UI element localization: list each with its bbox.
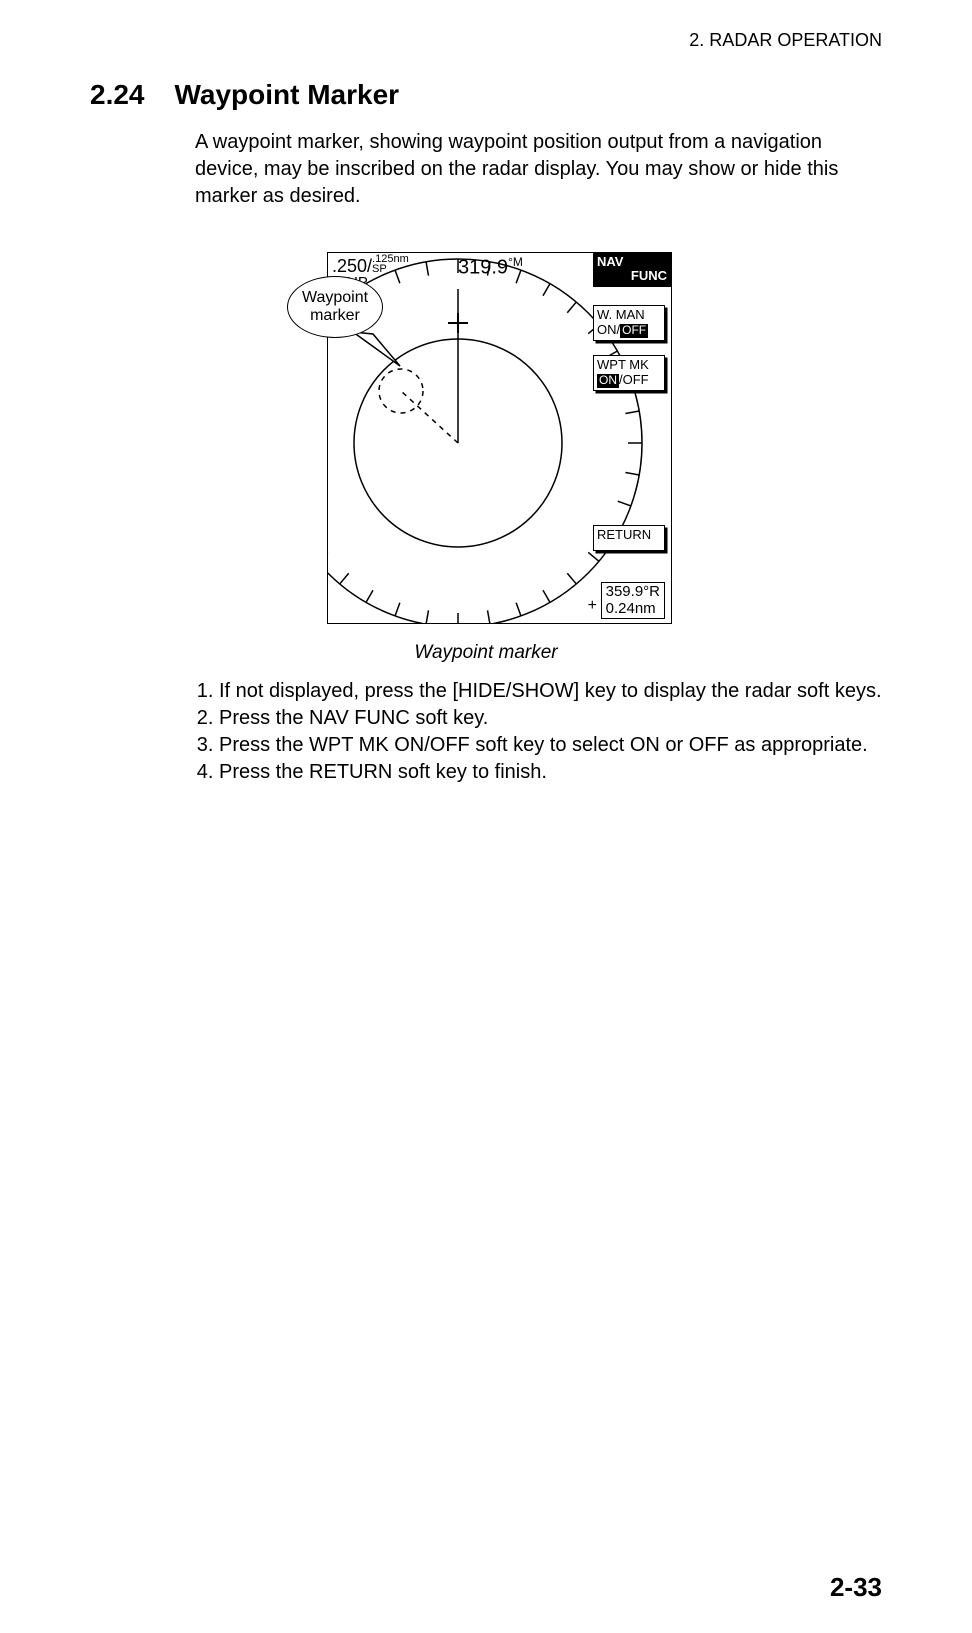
softkey-wptmk-off: /OFF [619, 372, 649, 387]
step-item: Press the NAV FUNC soft key. [219, 705, 882, 732]
range-main: .250/ [332, 256, 372, 276]
softkey-wptmk[interactable]: WPT MK ON/OFF [593, 355, 665, 391]
bearing-unit: °M [508, 255, 523, 269]
cursor-info-box: + 359.9°R 0.24nm [601, 582, 665, 619]
steps-list: If not displayed, press the [HIDE/SHOW] … [195, 678, 882, 786]
callout-text: Waypoint marker [302, 289, 368, 324]
cursor-bearing: 359.9°R [606, 584, 660, 601]
softkey-return-label: RETURN [597, 527, 651, 542]
softkey-wptmk-on: ON [597, 374, 619, 388]
softkey-wman-on: ON/ [597, 322, 620, 337]
softkey-wptmk-title: WPT MK [597, 358, 661, 373]
cursor-range: 0.24nm [606, 601, 660, 618]
range-readout: .250/.125nmSP [332, 255, 409, 275]
bearing-value: 319.9 [458, 257, 508, 279]
softkey-wman-title: W. MAN [597, 308, 661, 323]
section-number: 2.24 [90, 79, 145, 111]
range-sub-bot: SP [372, 263, 387, 275]
figure-container: .250/.125nmSP H UP 319.9°M NAV FUNC W. M… [90, 234, 882, 634]
step-item: Press the WPT MK ON/OFF soft key to sele… [219, 732, 882, 759]
figure-caption: Waypoint marker [90, 642, 882, 664]
softkey-wman[interactable]: W. MAN ON/OFF [593, 305, 665, 341]
bearing-readout: 319.9°M [458, 255, 523, 280]
cursor-cross-icon: + [588, 597, 597, 615]
step-item: If not displayed, press the [HIDE/SHOW] … [219, 678, 882, 705]
chapter-header: 2. RADAR OPERATION [90, 30, 882, 51]
section-title-text: Waypoint Marker [175, 79, 400, 110]
nav-func-label: NAV FUNC [593, 253, 671, 287]
softkey-return[interactable]: RETURN [593, 525, 665, 551]
waypoint-callout: Waypoint marker [287, 276, 383, 338]
softkey-wman-off: OFF [620, 324, 648, 338]
nav-func-l2: FUNC [597, 269, 667, 283]
radar-figure: .250/.125nmSP H UP 319.9°M NAV FUNC W. M… [291, 234, 681, 634]
section-heading: 2.24 Waypoint Marker [90, 79, 882, 111]
page-number: 2-33 [830, 1572, 882, 1603]
nav-func-l1: NAV [597, 254, 623, 269]
step-item: Press the RETURN soft key to finish. [219, 759, 882, 786]
intro-paragraph: A waypoint marker, showing waypoint posi… [195, 129, 882, 210]
